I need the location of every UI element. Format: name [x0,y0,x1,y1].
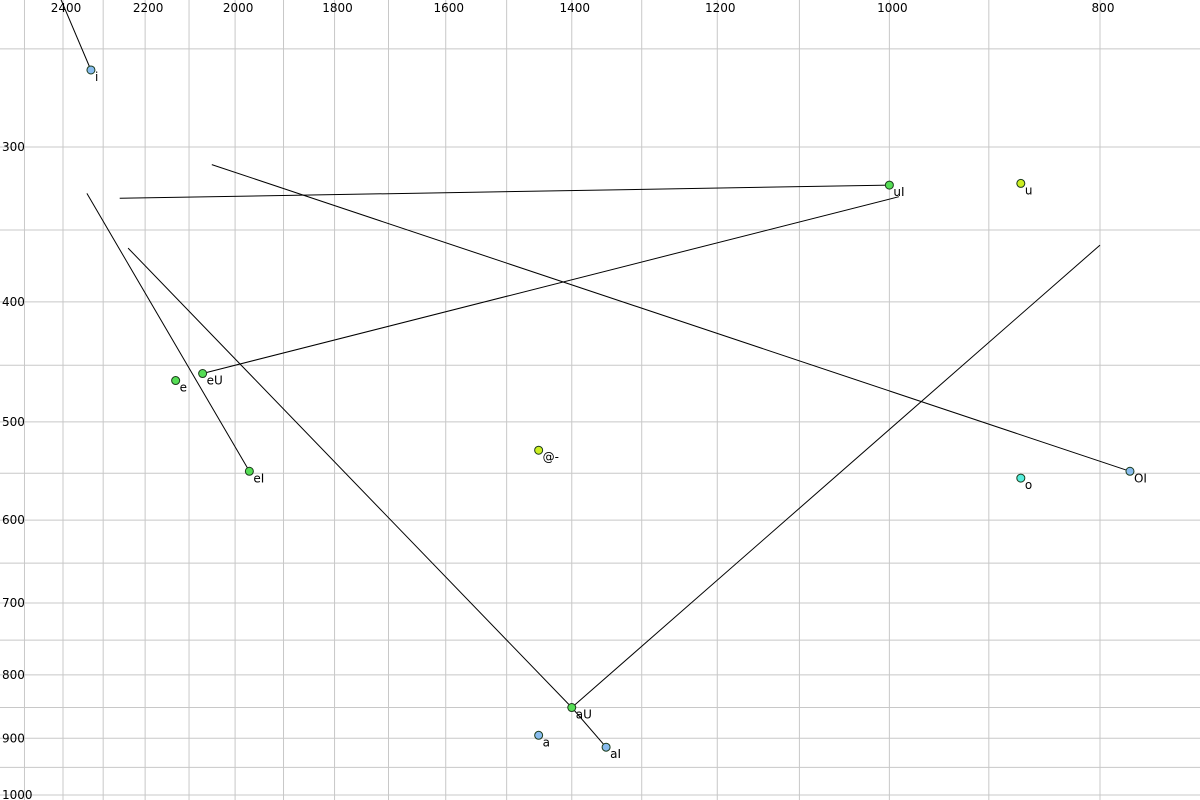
x-tick-label: 1800 [322,1,353,15]
point-label-e: e [180,381,187,395]
y-tick-label: 1000 [2,788,33,800]
point-aI [601,742,611,752]
point-label-eI: eI [253,471,264,485]
y-tick-label: 600 [2,513,25,527]
x-tick-labels: 2400 2200 2000 1800 1600 1400 1200 1000 800 [51,1,1115,15]
point-e [171,376,181,386]
x-tick-label: 1400 [559,1,590,15]
y-tick-label: 900 [2,731,25,745]
point-label-aU: aU [576,708,592,722]
y-tick-label: 300 [2,140,25,154]
point-label-o: o [1025,478,1032,492]
x-tick-label: 1600 [433,1,464,15]
trajectory-eU [202,196,900,374]
trajectory-aU [127,247,573,708]
trajectory-aU [571,244,1101,708]
x-tick-label: 1000 [877,1,908,15]
x-tick-label: 2400 [51,1,82,15]
point-eI [244,466,254,476]
trajectory-i [60,0,92,71]
x-tick-label: 800 [1092,1,1115,15]
point-o [1016,473,1026,483]
point-u [1016,178,1026,188]
point-eU [198,369,208,379]
point-label-u: u [1025,183,1033,197]
y-tick-label: 800 [2,668,25,682]
point-label-eU: eU [207,374,223,388]
x-tick-label: 1200 [705,1,736,15]
point-uI [884,180,894,190]
point-labels: i uI u eU e eI @- OI o aU a aI [95,70,1147,761]
trajectory-aI [571,707,607,748]
point-label-OI: OI [1134,471,1147,485]
y-tick-labels: 300 400 500 600 700 800 900 1000 [2,140,33,800]
y-tick-label: 700 [2,596,25,610]
y-tick-label: 400 [2,295,25,309]
trajectory-uI [119,184,890,199]
point-label-@-: @- [543,450,559,464]
point-i [86,65,96,75]
point-a [534,730,544,740]
data-points [86,65,1135,752]
point-label-aI: aI [610,747,621,761]
trajectories [60,0,1131,748]
x-tick-label: 2200 [133,1,164,15]
y-tick-label: 500 [2,415,25,429]
point-label-uI: uI [893,185,904,199]
point-label-a: a [543,735,550,749]
trajectory-OI [211,164,1131,472]
point-OI [1125,466,1135,476]
point-@- [534,445,544,455]
point-label-i: i [95,70,98,84]
point-aU [567,703,577,713]
trajectory-eI [86,193,250,472]
x-tick-label: 2000 [223,1,254,15]
